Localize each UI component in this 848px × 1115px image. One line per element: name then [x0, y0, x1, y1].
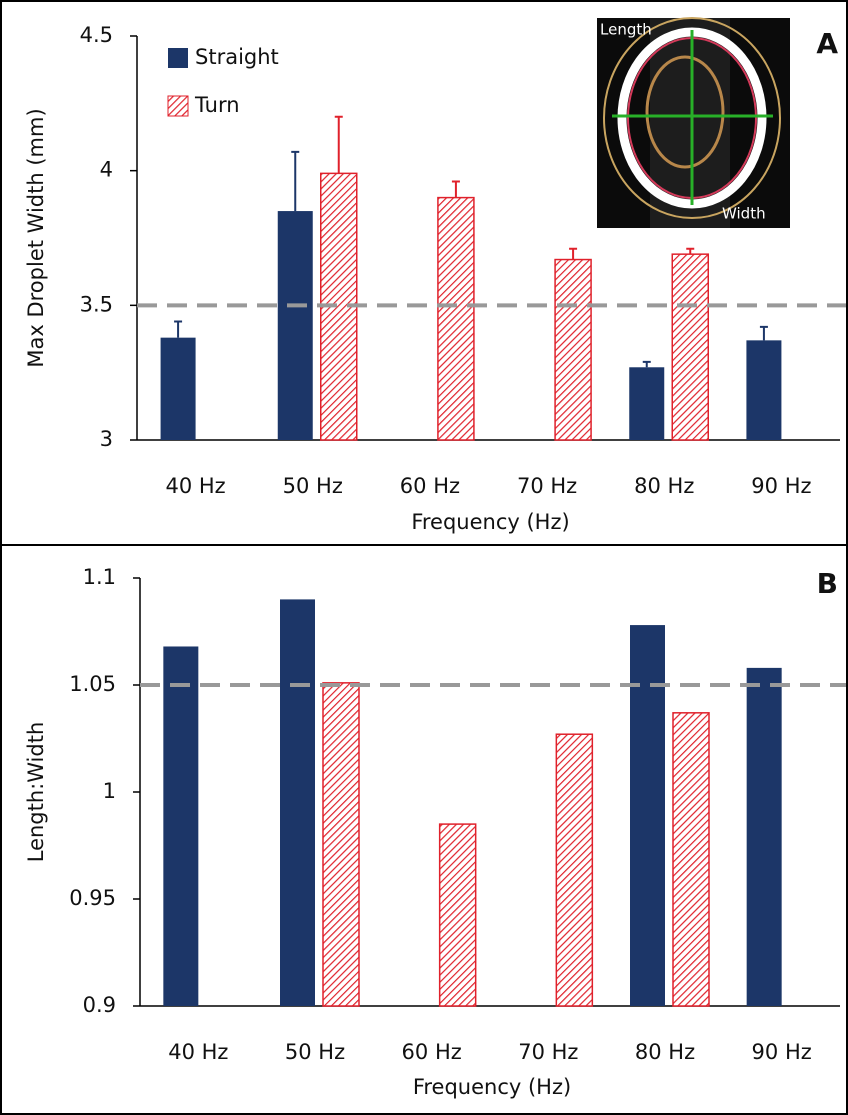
x-tick-label: 80 Hz — [634, 474, 694, 498]
x-tick-label: 60 Hz — [400, 474, 460, 498]
x-tick-label: 40 Hz — [165, 474, 225, 498]
x-tick-label: 60 Hz — [402, 1040, 462, 1064]
bar — [630, 625, 665, 1006]
panel-label: A — [816, 27, 838, 60]
error-bar — [334, 115, 343, 174]
error-bar — [569, 247, 578, 260]
y-tick-label: 0.9 — [83, 993, 116, 1017]
bar — [554, 258, 592, 441]
panel-frame — [0, 544, 848, 1115]
y-axis-title: Length:Width — [24, 722, 48, 863]
error-bar — [686, 247, 695, 255]
error-bar — [291, 150, 300, 212]
inset-label: Length — [600, 21, 652, 39]
panel-label: B — [817, 567, 838, 600]
x-axis-title: Frequency (Hz) — [411, 510, 569, 534]
x-tick-label: 90 Hz — [751, 474, 811, 498]
inset-label: Width — [722, 205, 766, 223]
x-axis-title: Frequency (Hz) — [413, 1075, 571, 1099]
y-tick-label: 1.1 — [83, 565, 116, 589]
x-tick-label: 40 Hz — [168, 1040, 228, 1064]
legend-label: Straight — [195, 45, 279, 69]
bar — [629, 367, 665, 440]
bar — [322, 682, 360, 1007]
bar — [163, 646, 199, 1006]
bar — [438, 823, 477, 1007]
legend-swatch — [167, 95, 189, 117]
x-tick-label: 90 Hz — [752, 1040, 812, 1064]
y-tick-label: 1 — [103, 779, 116, 803]
x-tick-label: 70 Hz — [518, 1040, 578, 1064]
legend-label: Turn — [194, 93, 240, 117]
error-bar — [174, 320, 183, 338]
y-tick-label: 1.05 — [69, 672, 116, 696]
bar — [555, 733, 594, 1007]
legend-swatch — [168, 48, 188, 68]
error-bar — [759, 325, 768, 341]
bar — [672, 712, 710, 1007]
bar — [746, 667, 782, 1006]
x-tick-label: 70 Hz — [517, 474, 577, 498]
x-tick-label: 50 Hz — [285, 1040, 345, 1064]
x-tick-label: 80 Hz — [635, 1040, 695, 1064]
bar — [280, 599, 315, 1006]
y-tick-label: 3 — [100, 427, 113, 451]
y-axis-title: Max Droplet Width (mm) — [24, 108, 48, 367]
error-bar — [451, 180, 460, 198]
bar — [277, 211, 313, 440]
x-tick-label: 50 Hz — [283, 474, 343, 498]
inset-image: Length Width — [597, 17, 790, 228]
y-tick-label: 0.95 — [69, 886, 116, 910]
y-tick-label: 4 — [100, 158, 113, 182]
y-tick-label: 4.5 — [80, 23, 113, 47]
y-tick-label: 3.5 — [80, 292, 113, 316]
bar — [746, 340, 782, 440]
bar — [437, 196, 475, 441]
error-bar — [642, 360, 651, 368]
bar — [671, 253, 709, 441]
bar — [160, 337, 196, 440]
